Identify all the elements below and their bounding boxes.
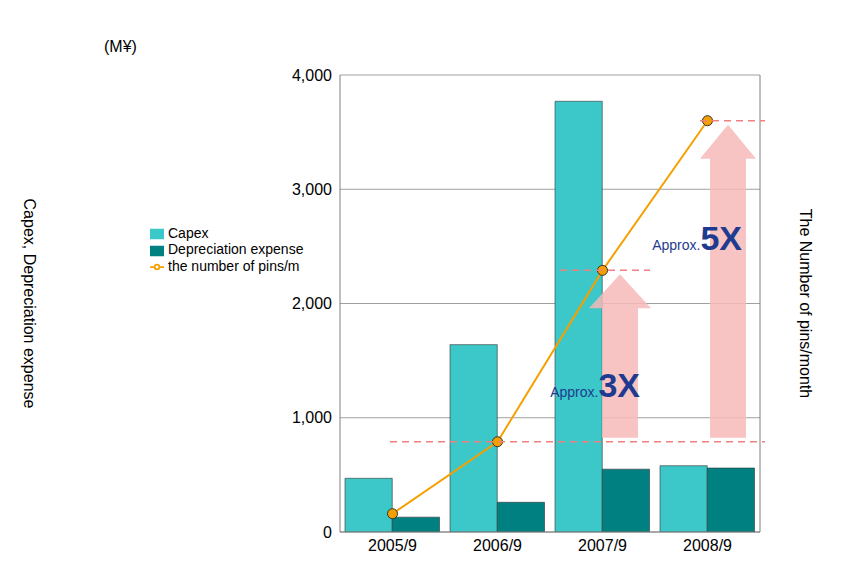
svg-text:Capex, Depreciation expense: Capex, Depreciation expense bbox=[21, 199, 38, 409]
svg-text:Approx.3X: Approx.3X bbox=[550, 366, 640, 404]
svg-text:1,000: 1,000 bbox=[292, 409, 332, 426]
svg-text:2006/9: 2006/9 bbox=[473, 537, 522, 554]
svg-text:2007/9: 2007/9 bbox=[578, 537, 627, 554]
html-text:the number of pins/m: the number of pins/m bbox=[168, 257, 300, 274]
html-text:Capex: Capex bbox=[168, 225, 209, 241]
svg-text:3,000: 3,000 bbox=[292, 181, 332, 198]
svg-text:2,000: 2,000 bbox=[292, 295, 332, 312]
svg-text:The Number of pins/month: The Number of pins/month bbox=[797, 209, 814, 398]
svg-text:(M¥): (M¥) bbox=[104, 38, 137, 55]
svg-text:Approx.5X: Approx.5X bbox=[652, 219, 742, 257]
svg-text:0: 0 bbox=[323, 524, 332, 541]
svg-text:4,000: 4,000 bbox=[292, 67, 332, 84]
html-text:Depreciation expense: Depreciation expense bbox=[168, 241, 304, 258]
svg-text:2008/9: 2008/9 bbox=[683, 537, 732, 554]
svg-text:2005/9: 2005/9 bbox=[368, 537, 417, 554]
